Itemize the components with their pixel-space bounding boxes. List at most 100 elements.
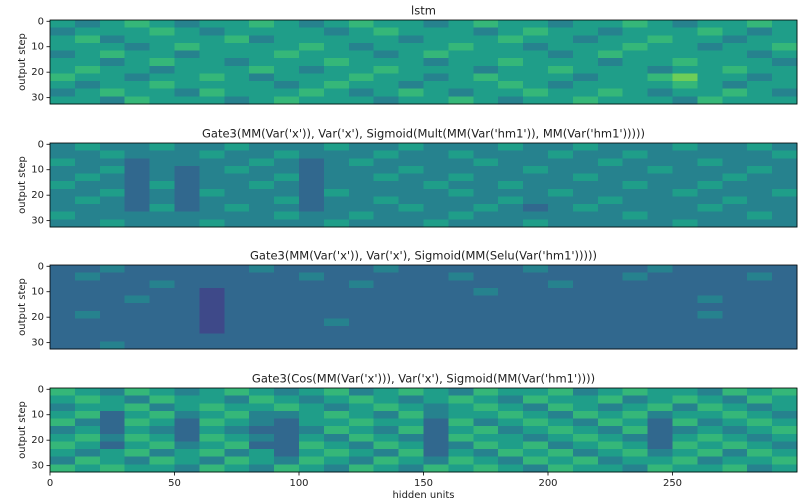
cell [174, 280, 200, 289]
cell [274, 265, 300, 274]
cell [647, 165, 673, 175]
cell [224, 181, 250, 190]
cell [672, 96, 698, 105]
cell [523, 58, 549, 67]
cell [74, 58, 101, 67]
cell [423, 280, 449, 289]
cell [423, 165, 449, 175]
cell [398, 219, 424, 228]
cell [572, 211, 599, 220]
cell [622, 410, 649, 420]
cell [124, 333, 151, 342]
cell [299, 303, 325, 312]
cell [50, 333, 76, 342]
cell [199, 196, 225, 205]
cell [548, 333, 574, 342]
cell [697, 20, 723, 29]
cell [498, 81, 524, 90]
cell [747, 418, 773, 427]
cell [373, 81, 400, 90]
cell [249, 35, 275, 44]
cell [772, 143, 798, 152]
plot-frame [49, 19, 798, 105]
cell [199, 310, 225, 319]
cell [398, 464, 424, 473]
cell [597, 42, 624, 52]
cell [697, 143, 723, 152]
cell [74, 35, 101, 44]
cell [274, 50, 300, 59]
cell [498, 35, 524, 44]
cell [299, 341, 325, 350]
cell [174, 272, 200, 281]
cell [722, 395, 748, 404]
cell [74, 410, 101, 420]
cell [323, 456, 350, 465]
cell [747, 410, 773, 420]
cell [323, 143, 350, 152]
cell [74, 196, 101, 205]
cell [373, 403, 400, 412]
cell [548, 395, 574, 404]
cell [423, 173, 449, 182]
cell [249, 441, 275, 450]
cell [647, 464, 673, 473]
cell [224, 50, 250, 59]
cell [498, 219, 524, 228]
cell [224, 96, 250, 105]
cell [772, 181, 798, 190]
cell [747, 50, 773, 59]
cell [199, 188, 225, 197]
cell [423, 27, 449, 36]
cell [224, 403, 250, 412]
cell [149, 173, 175, 182]
cell [572, 88, 599, 97]
cell [174, 303, 200, 312]
cell [697, 196, 723, 205]
cell [572, 410, 599, 420]
cell [448, 42, 474, 52]
cell [523, 20, 549, 29]
cell [548, 272, 574, 281]
cell [50, 181, 76, 190]
cell [473, 173, 499, 182]
cell [572, 449, 599, 458]
cell [597, 456, 624, 465]
cell [747, 196, 773, 205]
cell [548, 318, 574, 327]
cell [647, 42, 673, 52]
cell [523, 181, 549, 190]
cell [747, 27, 773, 36]
cell [722, 326, 748, 335]
cell [224, 326, 250, 335]
cell [597, 403, 624, 412]
y-tick-label: 0 [38, 261, 44, 272]
cell [199, 173, 225, 182]
cell [597, 388, 624, 397]
cell [523, 165, 549, 175]
cell [99, 403, 126, 412]
cell [647, 20, 673, 29]
cell [548, 173, 574, 182]
cell [572, 73, 599, 82]
cell [348, 143, 375, 152]
cell [772, 196, 798, 205]
cell [149, 96, 175, 105]
cell [473, 449, 499, 458]
cell [473, 42, 499, 52]
cell [199, 50, 225, 59]
cell [299, 395, 325, 404]
cell [572, 50, 599, 59]
cell [373, 204, 400, 213]
cell [199, 219, 225, 228]
cell [448, 173, 474, 182]
cell [274, 410, 300, 420]
cell [697, 65, 723, 74]
x-tick-label: 250 [663, 478, 682, 489]
cell [323, 341, 350, 350]
cell [647, 388, 673, 397]
cell [722, 211, 748, 220]
cell [448, 310, 474, 319]
cell [697, 211, 723, 220]
cell [523, 150, 549, 159]
